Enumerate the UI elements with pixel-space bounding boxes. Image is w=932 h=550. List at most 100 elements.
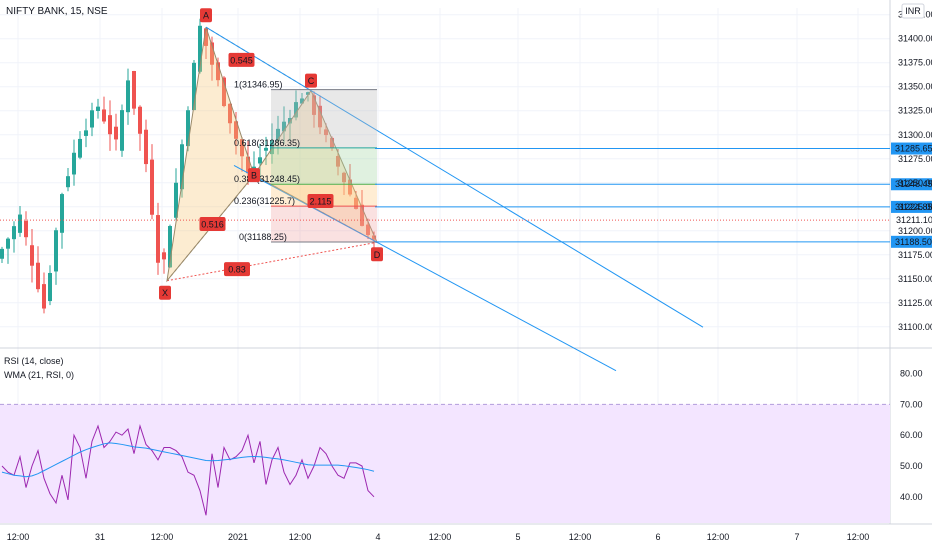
time-axis-tick: 12:00 — [151, 532, 174, 542]
ratio-badge — [199, 217, 226, 232]
candle-body — [72, 152, 76, 175]
candle-body — [138, 106, 142, 134]
ratio-label: 0.83 — [228, 265, 246, 275]
price-axis-tick: 31300.00 — [898, 130, 932, 140]
candle-body — [108, 115, 112, 135]
price-axis-tick: 31375.00 — [898, 58, 932, 68]
candle-body — [336, 155, 340, 167]
candle-body — [330, 137, 334, 149]
candle-body — [126, 80, 130, 113]
ratio-badge — [307, 194, 334, 209]
candle-body — [348, 179, 352, 195]
time-axis-tick: 12:00 — [847, 532, 870, 542]
candle-body — [366, 224, 370, 235]
fib-level-label: 0.618(31286.35) — [234, 138, 300, 148]
time-axis-tick: 12:00 — [289, 532, 312, 542]
candle-body — [60, 194, 64, 233]
price-axis-tick: 31150.00 — [898, 274, 932, 284]
pattern-point-label: B — [251, 171, 257, 181]
candle-body — [204, 28, 208, 46]
candle-body — [372, 235, 376, 240]
candle-body — [24, 220, 28, 238]
currency-label: INR — [905, 6, 921, 16]
candle-body — [78, 138, 82, 158]
candle-body — [54, 230, 58, 272]
trendline-upper — [205, 26, 704, 328]
candle-body — [312, 95, 316, 115]
price-axis-tick: 31100.00 — [898, 322, 932, 332]
pattern-point-badge — [159, 285, 171, 300]
time-axis-tick: 31 — [95, 532, 105, 542]
price-axis-tick: 31250.00 — [898, 178, 932, 188]
price-axis-tick: 31175.00 — [898, 250, 932, 260]
pattern-bcd-triangle — [253, 89, 379, 244]
price-axis-tick: 31325.00 — [898, 106, 932, 116]
candle-body — [264, 147, 268, 151]
time-axis-tick: 2021 — [228, 532, 248, 542]
price-level-tag — [891, 178, 932, 191]
pattern-point-label: D — [374, 250, 381, 260]
candle-body — [180, 144, 184, 190]
ratio-badge — [224, 262, 250, 277]
time-axis-tick: 12:00 — [429, 532, 452, 542]
candle-body — [174, 182, 178, 218]
candle-body — [234, 121, 238, 139]
candle-body — [318, 105, 322, 128]
candle-body — [6, 238, 10, 249]
ratio-label: 0.545 — [230, 55, 253, 65]
candle-body — [42, 284, 46, 309]
time-axis-tick: 12:00 — [707, 532, 730, 542]
candle-body — [324, 129, 328, 136]
rsi-axis-tick: 80.00 — [900, 369, 923, 379]
candle-body — [144, 129, 148, 165]
price-axis-tick: 31125.00 — [898, 298, 932, 308]
price-axis-tick: 31275.00 — [898, 154, 932, 164]
candle-body — [0, 248, 4, 259]
candle-body — [342, 172, 346, 183]
candle-body — [150, 159, 154, 215]
candle-body — [228, 103, 232, 124]
candle-body — [276, 128, 280, 141]
ratio-badge — [228, 52, 255, 67]
time-axis-tick: 12:00 — [7, 532, 30, 542]
candle-body — [30, 245, 34, 266]
candle-body — [258, 157, 262, 164]
candle-body — [306, 92, 310, 95]
symbol-title: NIFTY BANK, 15, NSE — [6, 6, 108, 17]
price-level-tag — [891, 235, 932, 248]
candle-body — [168, 226, 172, 268]
fib-level-label: 0.382(31248.45) — [234, 174, 300, 184]
price-level-tag — [891, 200, 932, 213]
fib-zone-bottom — [271, 206, 377, 243]
candle-body — [240, 139, 244, 157]
pattern-point-badge — [305, 73, 317, 88]
rsi-axis-tick: 60.00 — [900, 430, 923, 440]
candle-body — [132, 71, 136, 109]
candle-body — [36, 262, 40, 290]
candle-body — [120, 110, 124, 151]
candle-body — [300, 98, 304, 104]
candle-body — [210, 42, 214, 65]
candle-body — [360, 204, 364, 226]
trendline-lower — [233, 165, 617, 372]
fib-level-label: 1(31346.95) — [234, 80, 283, 90]
wma-title: WMA (21, RSI, 0) — [4, 370, 74, 380]
price-level-label: 31188.50 — [895, 237, 932, 247]
time-axis-tick: 6 — [655, 532, 660, 542]
price-level-label: 31285.65 — [895, 144, 932, 154]
price-axis-tick: 31225.00 — [898, 202, 932, 212]
time-axis-tick: 4 — [375, 532, 380, 542]
candle-body — [90, 110, 94, 128]
price-level-label: 31248.45 — [895, 179, 932, 189]
candle-body — [270, 140, 274, 155]
currency-badge[interactable] — [901, 3, 925, 19]
candle-body — [48, 272, 52, 302]
pattern-point-badge — [371, 247, 383, 262]
fib-zone-top — [271, 89, 377, 148]
candle-body — [222, 77, 226, 107]
candle-body — [198, 25, 202, 72]
pattern-point-label: A — [203, 11, 209, 21]
candle-body — [252, 166, 256, 169]
